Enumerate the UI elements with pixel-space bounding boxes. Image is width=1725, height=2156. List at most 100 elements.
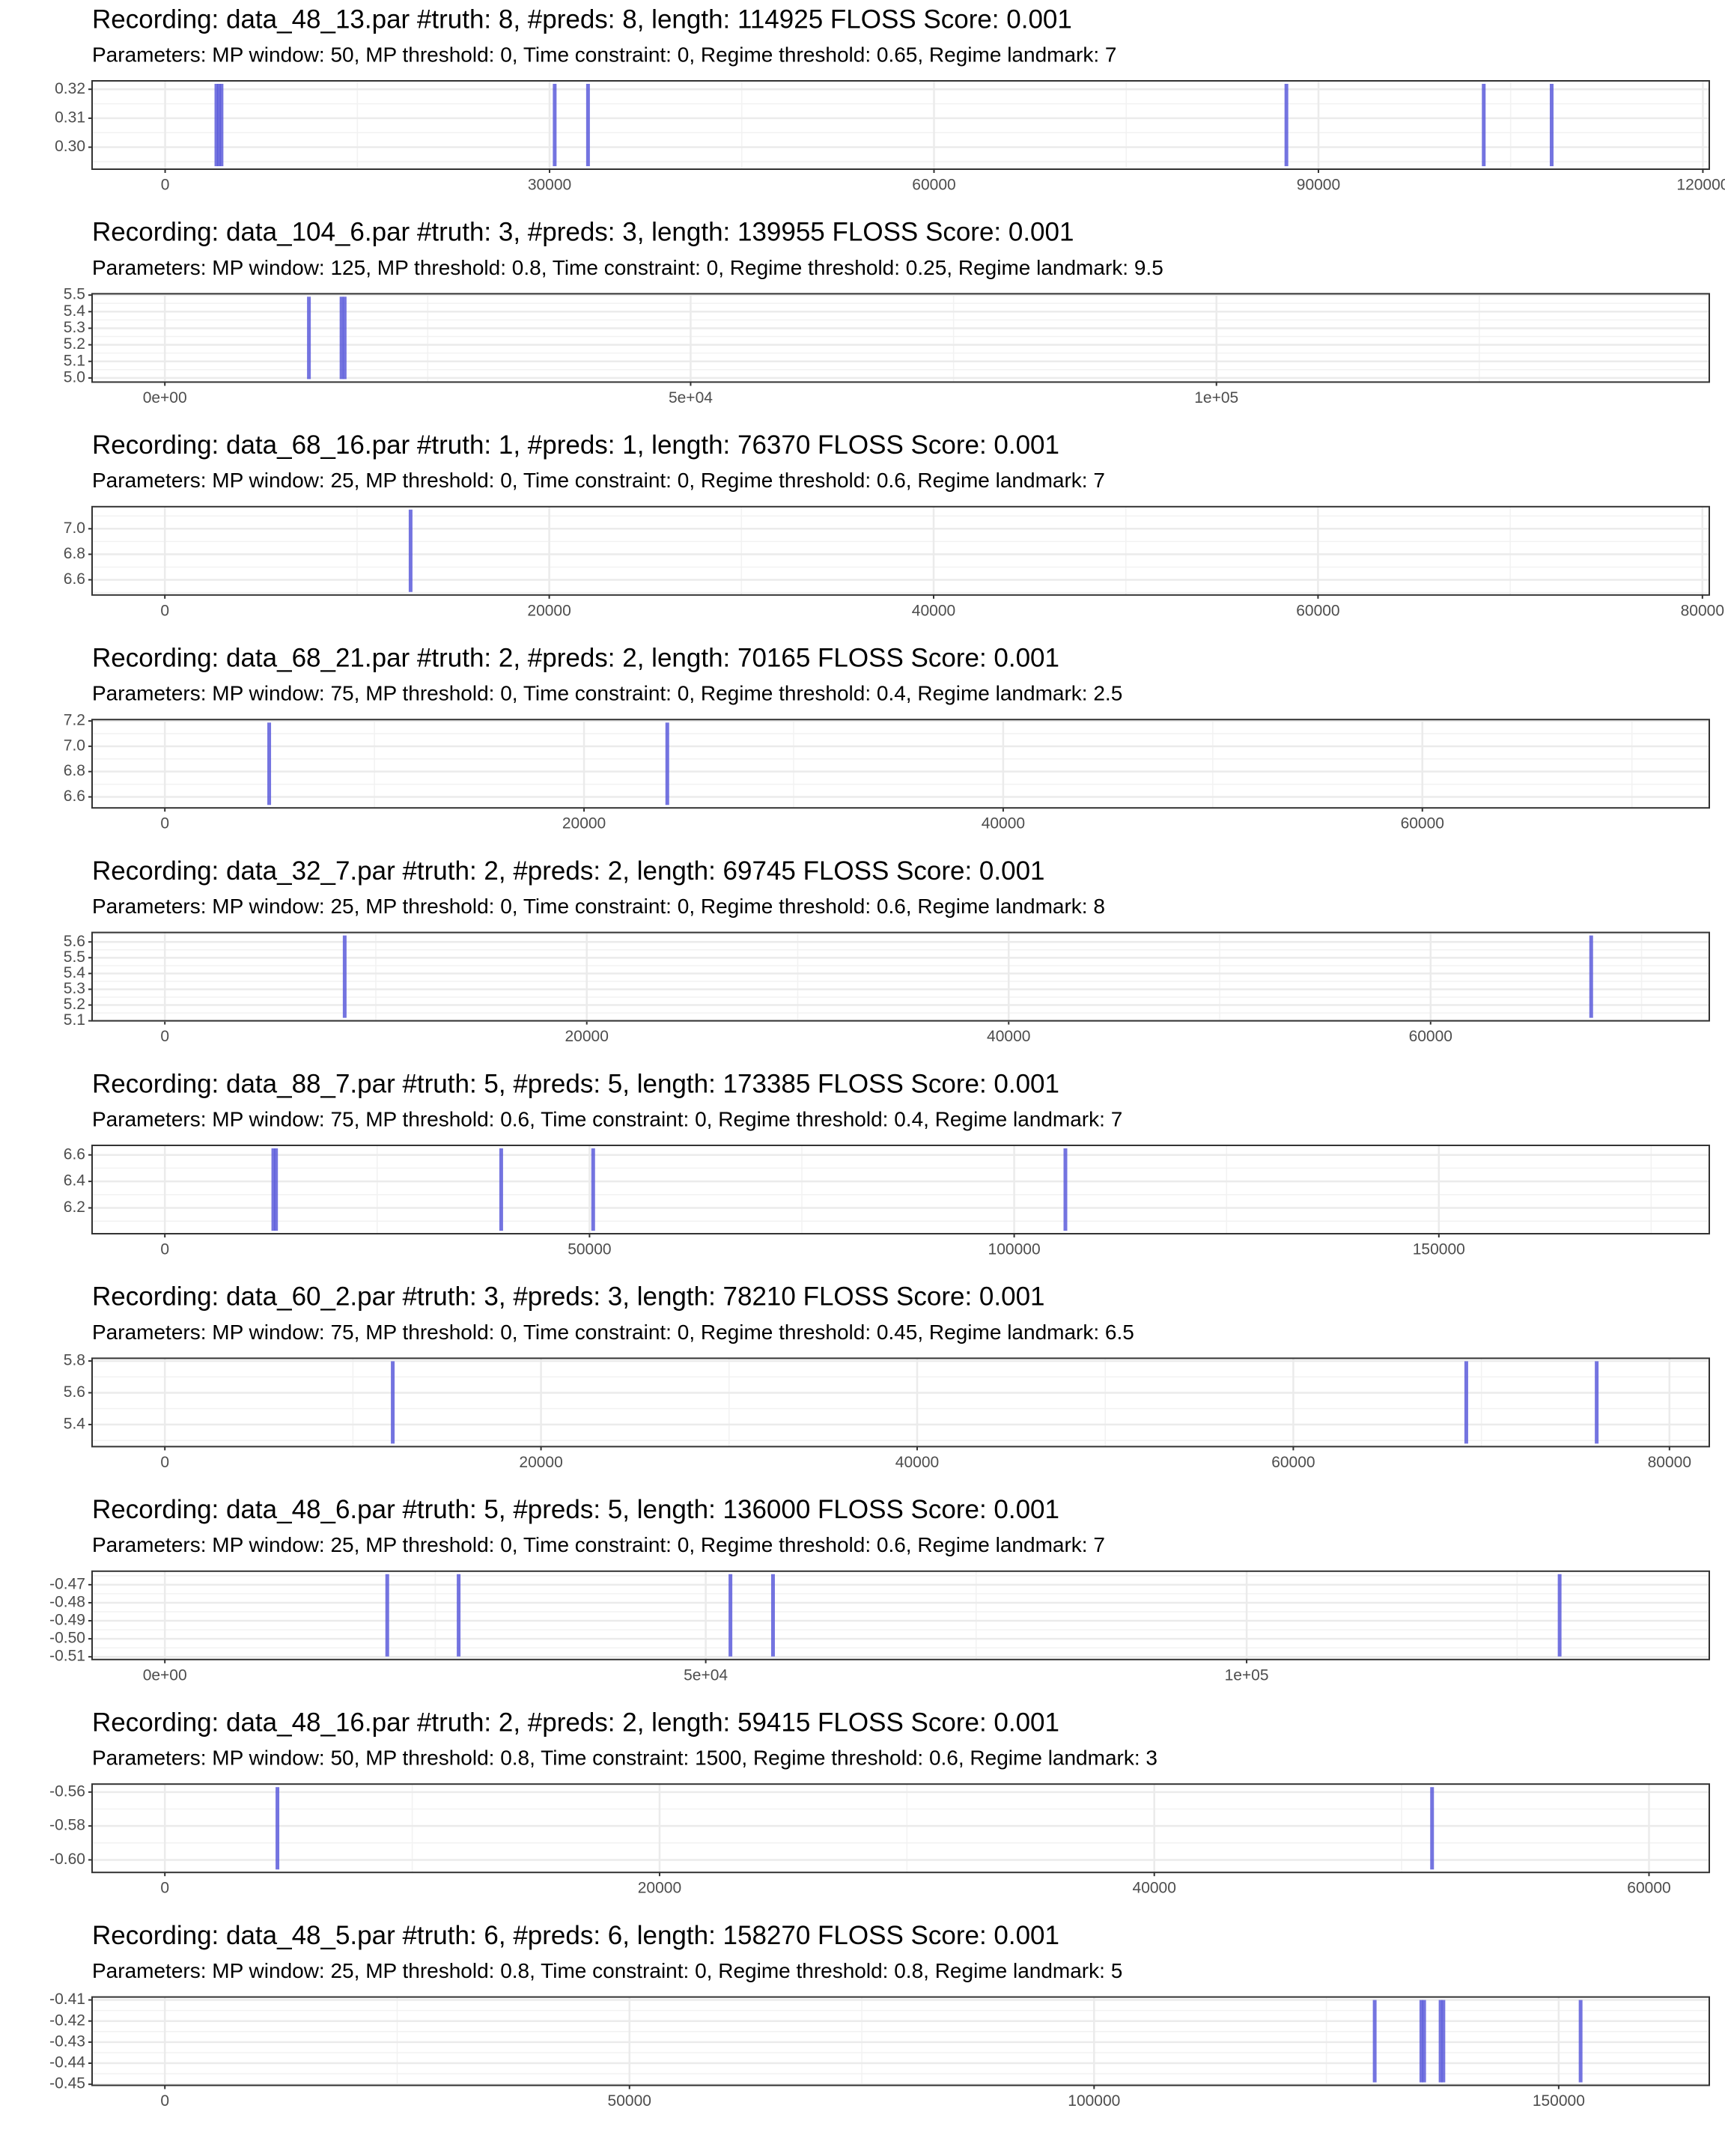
x-tick-label: 0e+00 <box>143 389 187 406</box>
y-tick-label: -0.50 <box>49 1630 85 1647</box>
x-tick-label: 0 <box>161 177 170 194</box>
plot-background <box>92 81 1709 169</box>
x-tick-label: 80000 <box>1681 602 1724 619</box>
y-tick-label: 5.3 <box>64 980 85 997</box>
chart-subtitle: Parameters: MP window: 50, MP threshold:… <box>92 1747 1157 1770</box>
y-tick-label: 6.6 <box>64 1145 85 1163</box>
chart-title: Recording: data_60_2.par #truth: 3, #pre… <box>92 1282 1045 1312</box>
plot-background <box>92 719 1709 808</box>
chart-subtitle: Parameters: MP window: 75, MP threshold:… <box>92 1321 1134 1344</box>
y-tick-label: 6.2 <box>64 1199 85 1216</box>
chart-title: Recording: data_48_6.par #truth: 5, #pre… <box>92 1495 1059 1524</box>
y-tick-label: -0.45 <box>49 2075 85 2092</box>
plot-border <box>91 1357 1710 1448</box>
x-tick-label: 0 <box>160 815 169 832</box>
y-tick-label: 0.30 <box>55 138 85 155</box>
y-tick-label: 5.0 <box>64 368 85 386</box>
y-tick-label: -0.56 <box>49 1782 85 1800</box>
x-tick-label: 40000 <box>1133 1880 1176 1897</box>
x-tick-label: 0 <box>160 1880 169 1897</box>
x-tick-label: 90000 <box>1297 177 1340 194</box>
plot-border <box>91 293 1710 383</box>
chart-title: Recording: data_88_7.par #truth: 5, #pre… <box>92 1069 1059 1098</box>
x-tick-label: 1e+05 <box>1225 1666 1269 1684</box>
x-tick-label: 50000 <box>568 1241 611 1258</box>
y-tick-label: 5.5 <box>64 948 85 966</box>
chart-subtitle: Parameters: MP window: 25, MP threshold:… <box>92 895 1105 918</box>
x-tick-label: 60000 <box>1271 1454 1315 1471</box>
x-tick-label: 100000 <box>1068 2092 1120 2110</box>
chart-subtitle: Parameters: MP window: 75, MP threshold:… <box>92 682 1122 705</box>
plot-background <box>92 1145 1709 1234</box>
x-tick-label: 40000 <box>895 1454 939 1471</box>
plot-border <box>91 931 1710 1022</box>
y-tick-label: 6.4 <box>64 1172 86 1190</box>
x-tick-label: 60000 <box>1627 1880 1670 1897</box>
plot-background <box>92 1571 1709 1660</box>
y-tick-label: -0.58 <box>49 1817 85 1834</box>
y-tick-label: 5.4 <box>64 964 86 981</box>
x-tick-label: 60000 <box>1409 1028 1452 1045</box>
plot-background <box>92 293 1709 383</box>
x-tick-label: 5e+04 <box>684 1666 728 1684</box>
plot-background <box>92 506 1709 595</box>
x-tick-label: 80000 <box>1648 1454 1691 1471</box>
y-tick-label: -0.41 <box>49 1991 85 2008</box>
plot-border <box>91 1783 1710 1874</box>
x-tick-label: 150000 <box>1533 2092 1585 2110</box>
x-tick-label: 150000 <box>1413 1241 1465 1258</box>
y-tick-label: -0.60 <box>49 1851 85 1868</box>
x-tick-label: 1e+05 <box>1194 389 1238 406</box>
chart-subtitle: Parameters: MP window: 75, MP threshold:… <box>92 1107 1122 1130</box>
x-tick-label: 100000 <box>988 1241 1041 1258</box>
chart-title: Recording: data_104_6.par #truth: 3, #pr… <box>92 218 1074 247</box>
plot-border <box>91 719 1710 809</box>
x-tick-label: 30000 <box>528 177 571 194</box>
y-tick-label: 7.0 <box>64 737 85 754</box>
x-tick-label: 40000 <box>987 1028 1030 1045</box>
y-tick-label: 5.3 <box>64 319 85 336</box>
x-tick-label: 0 <box>160 1454 169 1471</box>
x-tick-label: 60000 <box>1296 602 1339 619</box>
y-tick-label: 0.31 <box>55 109 85 126</box>
plot-background <box>92 932 1709 1021</box>
y-tick-label: -0.44 <box>49 2054 85 2071</box>
plot-background <box>92 1358 1709 1447</box>
y-tick-label: 6.8 <box>64 545 85 562</box>
y-tick-label: 6.6 <box>64 788 85 805</box>
x-tick-label: 20000 <box>527 602 571 619</box>
y-tick-label: 5.4 <box>64 1415 86 1432</box>
y-tick-label: 5.2 <box>64 996 85 1013</box>
plot-border <box>91 80 1710 170</box>
y-tick-label: -0.47 <box>49 1575 85 1592</box>
y-tick-label: 5.6 <box>64 1383 85 1401</box>
chart-subtitle: Parameters: MP window: 125, MP threshold… <box>92 256 1163 279</box>
x-tick-label: 60000 <box>912 177 955 194</box>
y-tick-label: 0.32 <box>55 80 85 97</box>
y-tick-label: 5.4 <box>64 302 86 320</box>
plot-border <box>91 1570 1710 1660</box>
y-tick-label: 5.1 <box>64 1011 85 1029</box>
y-tick-label: 7.2 <box>64 712 85 729</box>
y-tick-label: -0.43 <box>49 2032 85 2050</box>
chart-title: Recording: data_48_16.par #truth: 2, #pr… <box>92 1708 1059 1737</box>
x-tick-label: 20000 <box>562 815 606 832</box>
x-tick-label: 0 <box>160 602 169 619</box>
y-tick-label: -0.42 <box>49 2012 85 2029</box>
y-tick-label: 5.1 <box>64 352 85 369</box>
y-tick-label: 7.0 <box>64 520 85 537</box>
chart-subtitle: Parameters: MP window: 25, MP threshold:… <box>92 1959 1122 1982</box>
x-tick-label: 0 <box>160 2092 169 2110</box>
y-tick-label: -0.49 <box>49 1612 85 1629</box>
chart-title: Recording: data_48_5.par #truth: 6, #pre… <box>92 1921 1059 1950</box>
chart-title: Recording: data_48_13.par #truth: 8, #pr… <box>92 4 1072 34</box>
chart-subtitle: Parameters: MP window: 50, MP threshold:… <box>92 43 1117 66</box>
y-tick-label: 5.6 <box>64 933 85 950</box>
x-tick-label: 0 <box>160 1241 169 1258</box>
y-tick-label: 5.2 <box>64 335 85 353</box>
chart-title: Recording: data_68_21.par #truth: 2, #pr… <box>92 643 1059 672</box>
x-tick-label: 20000 <box>565 1028 609 1045</box>
x-tick-label: 5e+04 <box>669 389 713 406</box>
